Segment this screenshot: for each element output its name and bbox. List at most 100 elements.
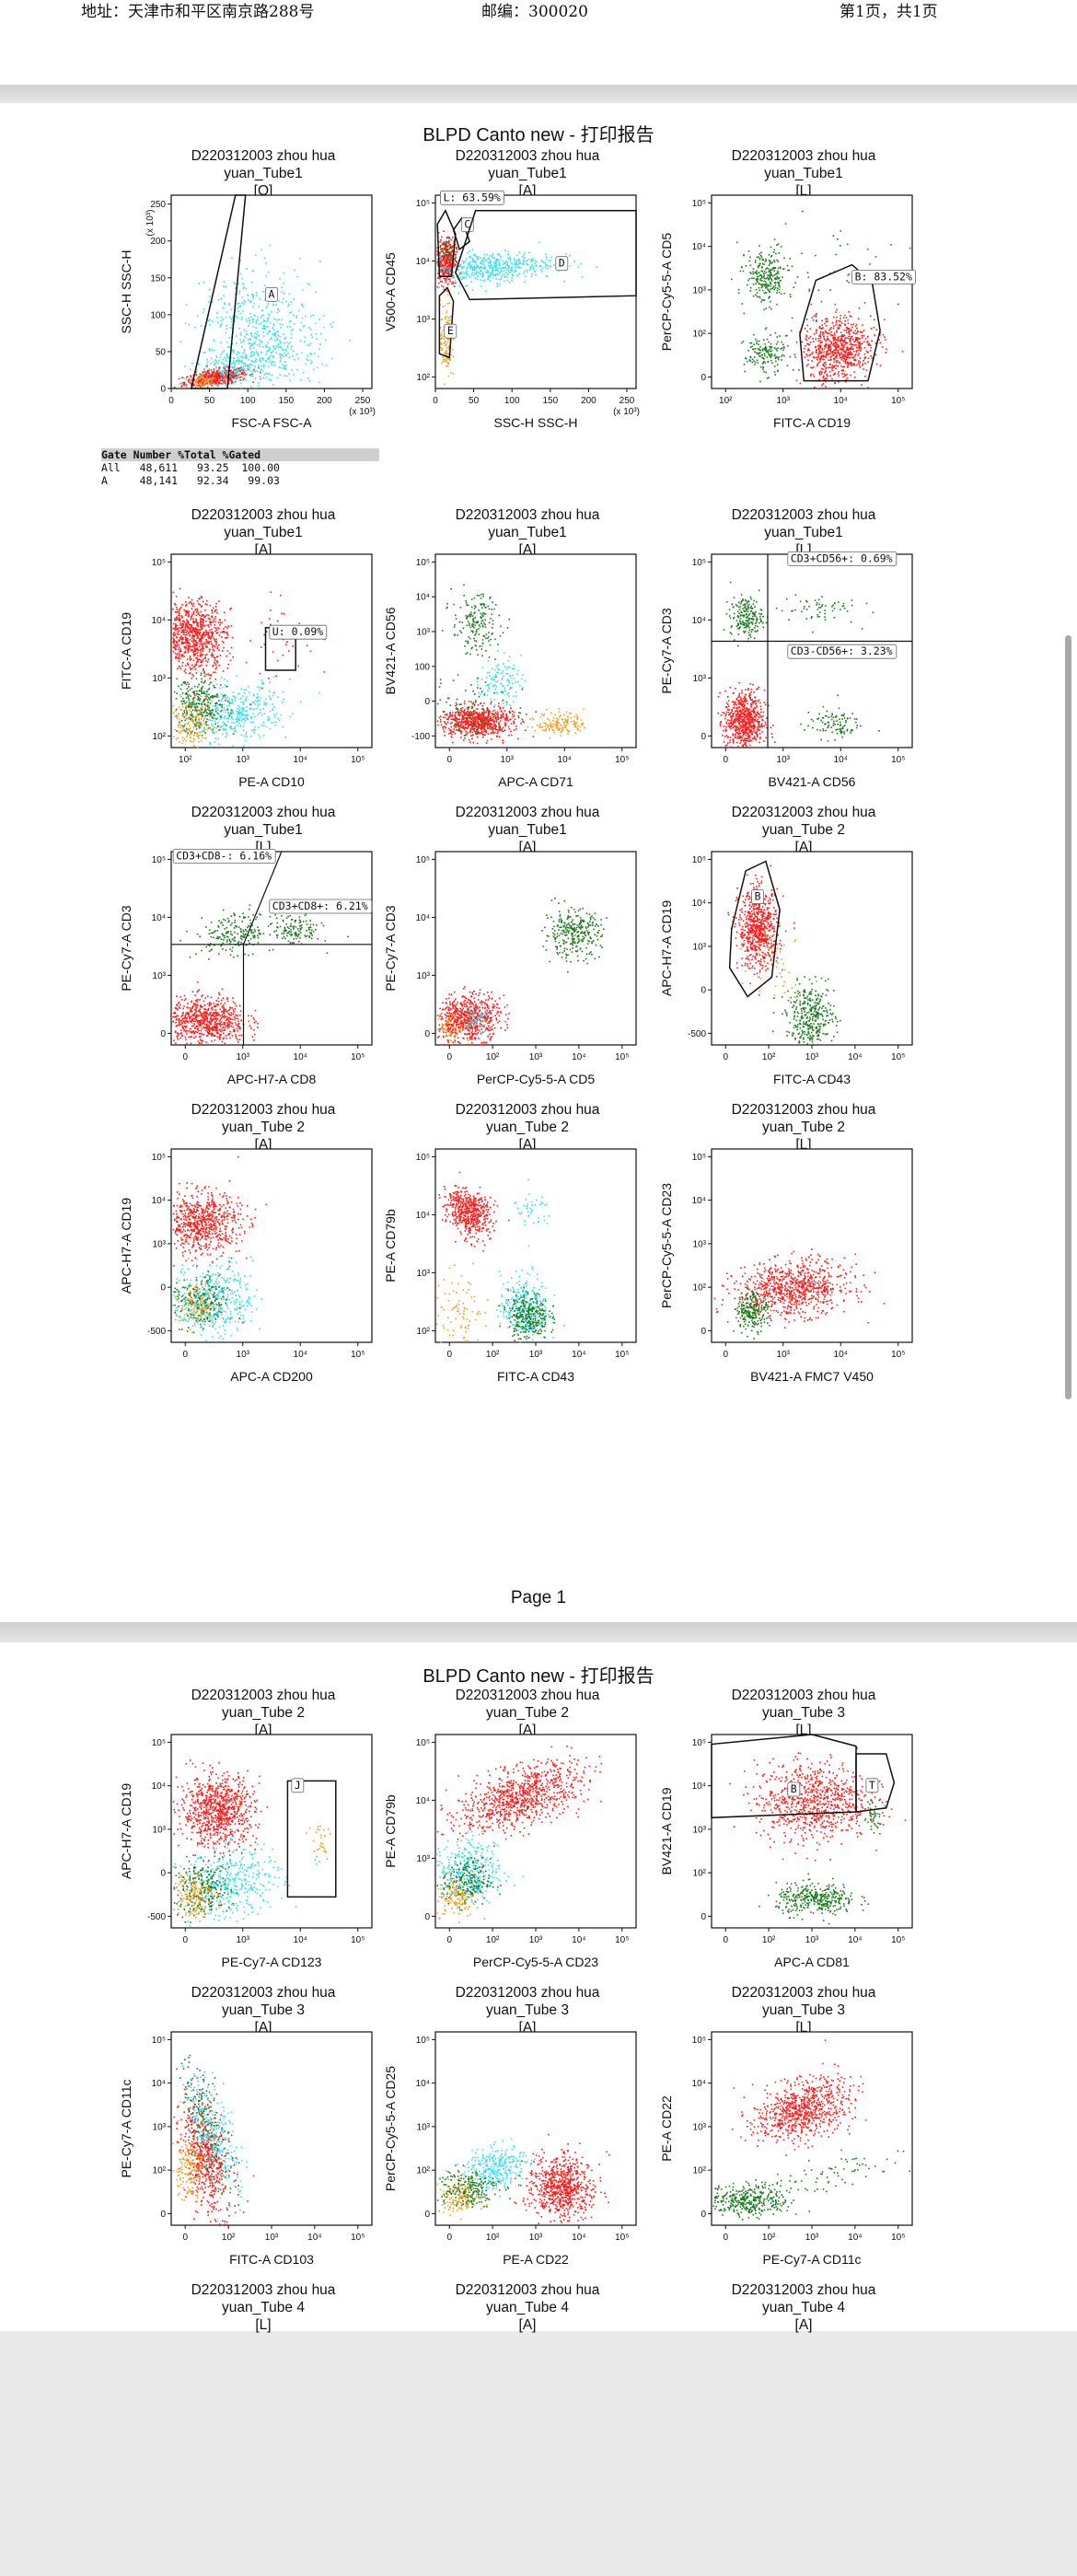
event-dot [288,374,290,376]
event-dot [810,374,812,376]
event-dot [200,621,202,623]
event-dot [275,304,277,306]
event-dot [188,643,190,644]
event-dot [242,373,244,375]
event-dot [824,372,826,374]
event-dot [484,260,486,261]
event-dot [240,313,242,315]
event-dot [492,257,494,259]
event-dot [442,256,444,258]
event-dot [453,339,455,341]
event-dot [546,275,548,277]
event-dot [870,350,872,352]
event-dot [526,261,527,262]
event-dot [253,732,255,734]
event-dot [828,339,829,341]
event-dot [866,342,868,343]
event-dot [463,272,465,273]
event-dot [215,621,217,623]
event-dot [843,377,845,378]
event-dot [441,343,443,345]
event-dot [297,358,299,360]
event-dot [757,273,759,274]
event-dot [752,273,754,275]
event-dot [856,351,858,353]
event-dot [214,624,216,626]
event-dot [241,734,243,736]
event-dot [232,637,234,639]
event-dot [820,333,822,335]
event-dot [186,387,188,389]
event-dot [249,347,251,349]
event-dot [440,271,442,273]
event-dot [193,660,195,662]
event-dot [480,257,481,259]
event-dot [251,360,253,362]
event-dot [847,362,849,364]
event-dot [836,355,838,357]
event-dot [770,261,771,263]
event-dot [194,649,196,651]
event-dot [244,689,246,690]
event-dot [248,325,249,327]
event-dot [827,332,828,334]
event-dot [279,354,281,355]
event-dot [442,356,444,358]
event-dot [765,362,767,364]
event-dot [184,670,186,672]
event-dot [451,283,453,284]
event-dot [216,612,218,614]
event-dot [180,658,181,660]
event-dot [249,340,251,342]
event-dot [226,366,228,368]
page-number: Page 1 [0,1588,1077,1608]
event-dot [216,312,218,314]
event-dot [281,287,283,289]
event-dot [440,245,442,247]
y-unit-label: (x 10³) [145,210,156,237]
event-dot [183,656,185,657]
event-dot [220,655,222,656]
event-dot [249,708,250,710]
event-dot [178,615,180,617]
event-dot [860,347,862,349]
event-dot [252,270,254,272]
event-dot [212,713,214,714]
event-dot [200,698,202,700]
y-tick-label: 10³ [417,315,431,325]
event-dot [770,334,771,336]
event-dot [175,657,177,659]
event-dot [203,622,204,624]
event-dot [261,328,263,330]
event-dot [201,679,203,680]
event-dot [247,719,249,721]
event-dot [793,369,794,371]
event-dot [236,342,237,344]
event-dot [213,672,214,674]
event-dot [178,686,180,688]
event-dot [511,263,513,265]
event-dot [447,265,449,267]
event-dot [755,295,757,296]
event-dot [320,333,322,335]
event-dot [440,347,442,349]
event-dot [816,332,817,334]
event-dot [196,634,198,636]
event-dot [274,332,276,334]
event-dot [268,357,270,359]
event-dot [173,592,175,594]
event-dot [830,327,832,329]
event-dot [310,342,312,344]
event-dot [245,301,247,303]
event-dot [208,697,210,699]
event-dot [774,371,776,373]
event-dot [810,336,812,338]
event-dot [188,649,190,651]
event-dot [233,357,235,359]
event-dot [229,699,231,701]
event-dot [202,716,203,718]
event-dot [219,620,221,621]
event-dot [214,645,215,647]
event-dot [446,303,448,305]
event-dot [449,254,451,256]
